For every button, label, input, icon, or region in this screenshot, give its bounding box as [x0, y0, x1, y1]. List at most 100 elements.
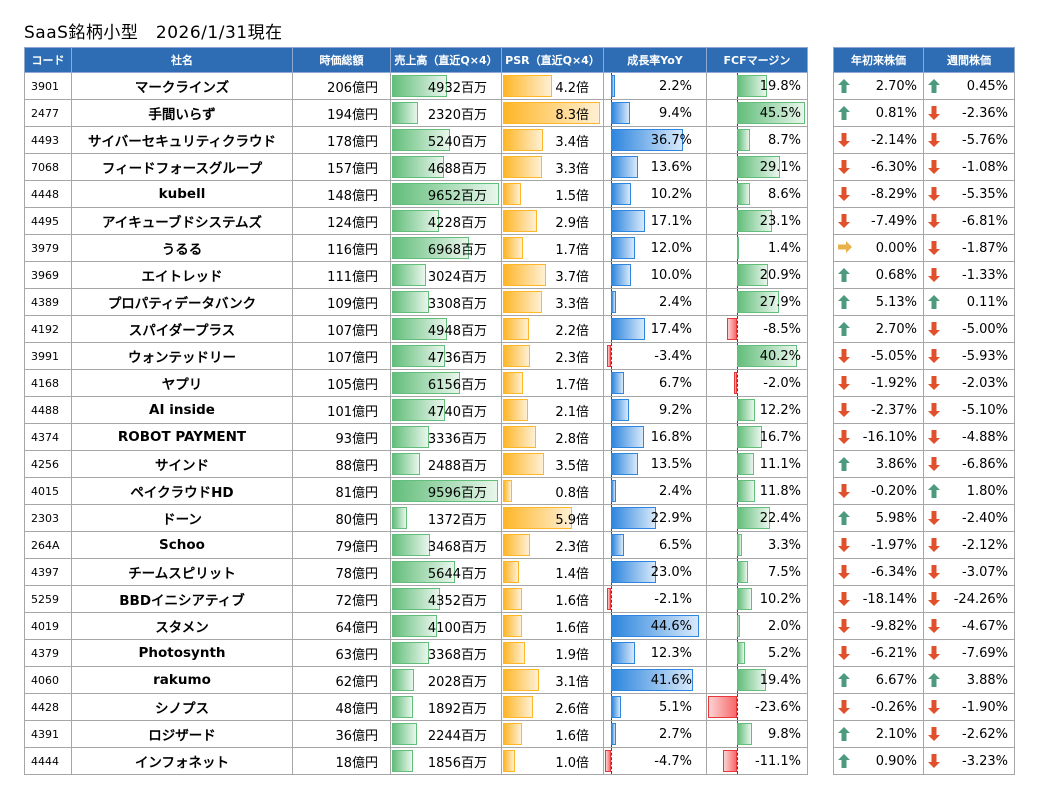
- cell-company-name: ロジザード: [71, 720, 293, 748]
- header-psr[interactable]: PSR（直近Q×4）: [501, 47, 604, 73]
- psr-bar: [503, 696, 534, 718]
- arrow-up-icon: [838, 322, 850, 336]
- growth-value: 2.7%: [658, 726, 692, 742]
- psr-bar: [503, 588, 522, 610]
- cell-market-cap: 101億円: [292, 396, 391, 424]
- psr-bar: [503, 507, 572, 529]
- fcf-axis: [737, 370, 738, 396]
- cell-week: -2.03%: [923, 369, 1015, 397]
- psr-value: 4.2倍: [555, 80, 589, 96]
- cell-ytd: -0.26%: [833, 693, 924, 721]
- cell-company-name: スパイダープラス: [71, 315, 293, 343]
- arrow-up-icon: [838, 511, 850, 525]
- cell-psr: 1.7倍: [501, 234, 604, 262]
- cell-fcf: 16.7%: [706, 423, 808, 451]
- header-cap[interactable]: 時価総額: [292, 47, 391, 73]
- cell-ytd: 6.67%: [833, 666, 924, 694]
- cell-code: 3991: [24, 342, 72, 370]
- cell-fcf: 5.2%: [706, 639, 808, 667]
- psr-bar: [503, 102, 600, 124]
- cell-growth: 17.4%: [603, 315, 707, 343]
- cell-company-name: チームスピリット: [71, 558, 293, 586]
- fcf-value: 8.7%: [767, 132, 801, 148]
- cell-ytd: 0.90%: [833, 747, 924, 775]
- cell-fcf: 19.4%: [706, 666, 808, 694]
- table-row: 4389 プロパティデータバンク 109億円 3308百万 3.3倍 2.4% 27.9%: [24, 288, 808, 316]
- fcf-axis: [737, 694, 738, 720]
- fcf-value: 1.4%: [767, 240, 801, 256]
- table-row: 4444 インフォネット 18億円 1856百万 1.0倍 -4.7% -11.1%: [24, 747, 808, 775]
- table-row: 4397 チームスピリット 78億円 5644百万 1.4倍 23.0% 7.5%: [24, 558, 808, 586]
- cell-ytd: 2.70%: [833, 72, 924, 100]
- cell-ytd: 2.70%: [833, 315, 924, 343]
- arrow-down-icon: [928, 349, 940, 363]
- price-row: -1.92% -2.03%: [833, 369, 1015, 397]
- price-row: 0.81% -2.36%: [833, 99, 1015, 127]
- price-row: 6.67% 3.88%: [833, 666, 1015, 694]
- fcf-value: 19.8%: [759, 78, 801, 94]
- sales-bar: [392, 264, 426, 286]
- cell-market-cap: 36億円: [292, 720, 391, 748]
- cell-sales: 2488百万: [390, 450, 502, 478]
- cell-psr: 1.6倍: [501, 585, 604, 613]
- header-sales[interactable]: 売上高（直近Q×4）: [390, 47, 502, 73]
- cell-code: 4493: [24, 126, 72, 154]
- fcf-bar: [737, 426, 762, 448]
- week-value: -3.23%: [962, 753, 1008, 769]
- cell-market-cap: 194億円: [292, 99, 391, 127]
- fcf-bar: [737, 156, 781, 178]
- fcf-value: 40.2%: [759, 348, 801, 364]
- fcf-value: 19.4%: [759, 672, 801, 688]
- growth-bar: [611, 669, 694, 691]
- header-fcf[interactable]: FCFマージン: [706, 47, 808, 73]
- sales-value: 4948百万: [427, 323, 487, 339]
- fcf-value: 12.2%: [759, 402, 801, 418]
- cell-growth: -4.7%: [603, 747, 707, 775]
- sales-value: 9652百万: [427, 188, 487, 204]
- cell-company-name: ペイクラウドHD: [71, 477, 293, 505]
- sales-value: 3336百万: [427, 431, 487, 447]
- sales-bar: [392, 669, 415, 691]
- price-row: -7.49% -6.81%: [833, 207, 1015, 235]
- sales-bar: [392, 723, 417, 745]
- cell-growth: 44.6%: [603, 612, 707, 640]
- week-value: -5.35%: [962, 186, 1008, 202]
- cell-company-name: AI inside: [71, 396, 293, 424]
- cell-market-cap: 72億円: [292, 585, 391, 613]
- table-row: 3901 マークラインズ 206億円 4932百万 4.2倍 2.2% 19.8%: [24, 72, 808, 100]
- psr-value: 1.7倍: [555, 377, 589, 393]
- header-name[interactable]: 社名: [71, 47, 293, 73]
- cell-code: 3969: [24, 261, 72, 289]
- arrow-up-icon: [838, 457, 850, 471]
- fcf-bar: [737, 75, 767, 97]
- psr-value: 2.3倍: [555, 539, 589, 555]
- ytd-value: 0.81%: [875, 105, 917, 121]
- price-change-table: 年初来株価 週間株価 2.70% 0.45% 0.81% -2.36% -2.14% -5…: [833, 47, 1015, 775]
- arrow-down-icon: [838, 160, 850, 174]
- week-value: -2.62%: [962, 726, 1008, 742]
- psr-value: 3.5倍: [555, 458, 589, 474]
- sales-value: 3024百万: [427, 269, 487, 285]
- header-week[interactable]: 週間株価: [923, 47, 1015, 73]
- header-growth[interactable]: 成長率YoY: [603, 47, 707, 73]
- header-ytd[interactable]: 年初来株価: [833, 47, 924, 73]
- psr-bar: [503, 723, 522, 745]
- main-header-row: コード 社名 時価総額 売上高（直近Q×4） PSR（直近Q×4） 成長率YoY…: [24, 47, 808, 73]
- cell-market-cap: 18億円: [292, 747, 391, 775]
- cell-week: -7.69%: [923, 639, 1015, 667]
- fcf-value: 7.5%: [767, 564, 801, 580]
- ytd-value: -6.21%: [871, 645, 917, 661]
- growth-bar: [611, 129, 684, 151]
- fcf-bar: [737, 507, 771, 529]
- arrow-down-icon: [928, 160, 940, 174]
- price-row: -8.29% -5.35%: [833, 180, 1015, 208]
- cell-code: 4374: [24, 423, 72, 451]
- cell-fcf: 40.2%: [706, 342, 808, 370]
- ytd-value: -0.20%: [871, 483, 917, 499]
- cell-ytd: 5.13%: [833, 288, 924, 316]
- header-code[interactable]: コード: [24, 47, 72, 73]
- cell-ytd: -9.82%: [833, 612, 924, 640]
- cell-code: 4192: [24, 315, 72, 343]
- cell-sales: 4932百万: [390, 72, 502, 100]
- growth-value: 9.4%: [658, 105, 692, 121]
